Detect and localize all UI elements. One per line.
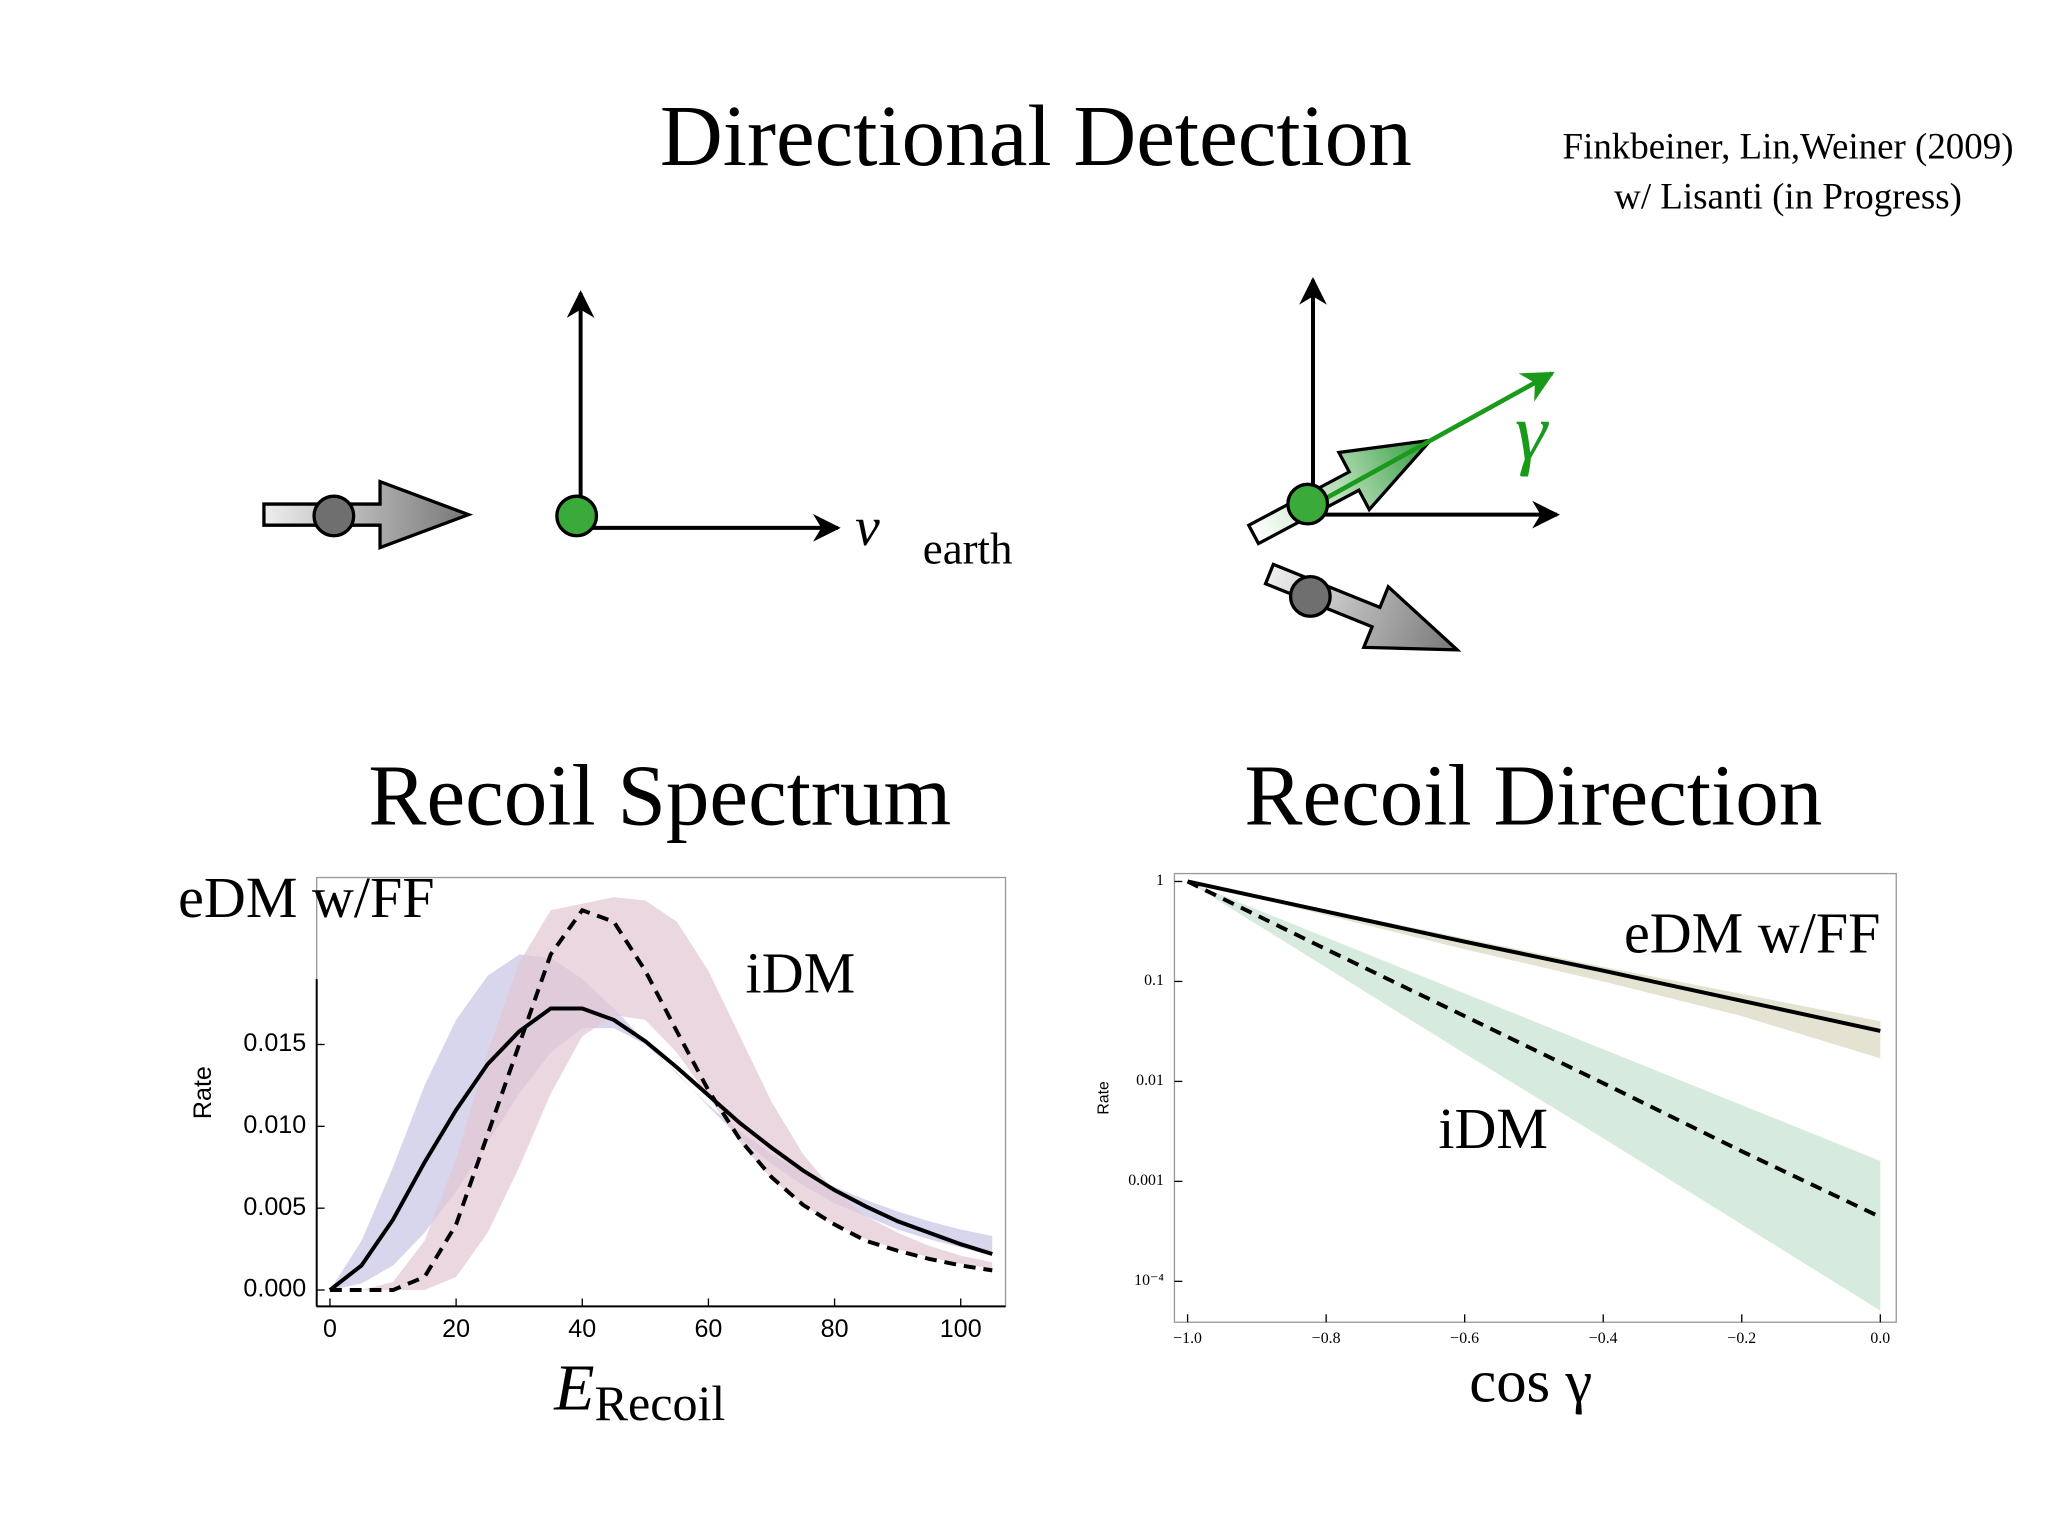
x-tick-label: 20: [442, 1315, 470, 1343]
y-tick-label: 0.010: [243, 1111, 306, 1139]
angle-label: γ: [1515, 386, 1550, 477]
series-label: eDM w/FF: [178, 865, 434, 930]
x-tick-label: 80: [821, 1315, 849, 1343]
y-tick-label: 10⁻⁴: [1134, 1272, 1164, 1289]
slide-title: Directional Detection: [660, 87, 1412, 184]
y-tick-label: 0.1: [1144, 972, 1164, 989]
axes-diagram: [555, 290, 841, 542]
series-label: iDM: [746, 940, 856, 1005]
chart: Recoil Spectrum 0.000 0.005 0.010 0.015 0 20 40…: [178, 747, 1007, 1431]
x-axis-label: ERecoil: [553, 1351, 725, 1431]
chart: Recoil Direction 1 0.1 0.01 0.001 10⁻⁴ −1.0 −0.…: [1095, 747, 1897, 1415]
citation: Finkbeiner, Lin,Weiner (2009): [1563, 125, 2014, 167]
citation: w/ Lisanti (in Progress): [1614, 175, 1962, 217]
y-tick-label: 0.01: [1136, 1072, 1164, 1089]
x-tick-label: 40: [568, 1315, 596, 1343]
x-tick-label: 0.0: [1870, 1330, 1890, 1347]
uncertainty-band: [1187, 881, 1881, 1311]
scatter-diagram: [1246, 276, 1560, 652]
x-tick-label: 0: [323, 1315, 337, 1343]
series-label: eDM w/FF: [1624, 901, 1880, 966]
uncertainty-band: [329, 897, 993, 1291]
plot-frame: [1173, 872, 1897, 1323]
series-line: [1186, 879, 1882, 1219]
series-line: [329, 907, 993, 1293]
chart-title: Recoil Spectrum: [368, 747, 951, 844]
y-tick-label: 0.005: [243, 1193, 306, 1221]
series-line: [1187, 879, 1881, 1033]
y-tick-label: 0.000: [243, 1275, 306, 1303]
x-tick-label: −1.0: [1173, 1330, 1202, 1347]
x-tick-label: 100: [940, 1315, 982, 1343]
x-axis-symbol: E: [553, 1351, 594, 1424]
series-line: [328, 1006, 993, 1292]
series-label: iDM: [1438, 1096, 1548, 1161]
x-tick-label: 60: [694, 1315, 722, 1343]
x-tick-label: −0.8: [1312, 1330, 1341, 1347]
x-tick-label: −0.6: [1450, 1330, 1479, 1347]
y-axis-label: Rate: [1095, 1081, 1112, 1115]
incoming-particle: [262, 479, 474, 551]
x-axis-subscript: Recoil: [595, 1375, 726, 1431]
x-axis-label: cos γ: [1469, 1348, 1592, 1415]
x-tick-label: −0.2: [1727, 1330, 1756, 1347]
chart-title: Recoil Direction: [1244, 747, 1822, 844]
x-tick-label: −0.4: [1589, 1330, 1618, 1347]
velocity-subscript: earth: [923, 523, 1013, 573]
y-axis-label: Rate: [189, 1066, 217, 1119]
velocity-symbol: v⃗: [855, 496, 923, 557]
y-tick-label: 0.015: [243, 1029, 306, 1057]
y-tick-label: 0.001: [1128, 1172, 1164, 1189]
y-tick-label: 1: [1156, 872, 1164, 889]
velocity-label: v⃗earth: [855, 496, 1012, 573]
